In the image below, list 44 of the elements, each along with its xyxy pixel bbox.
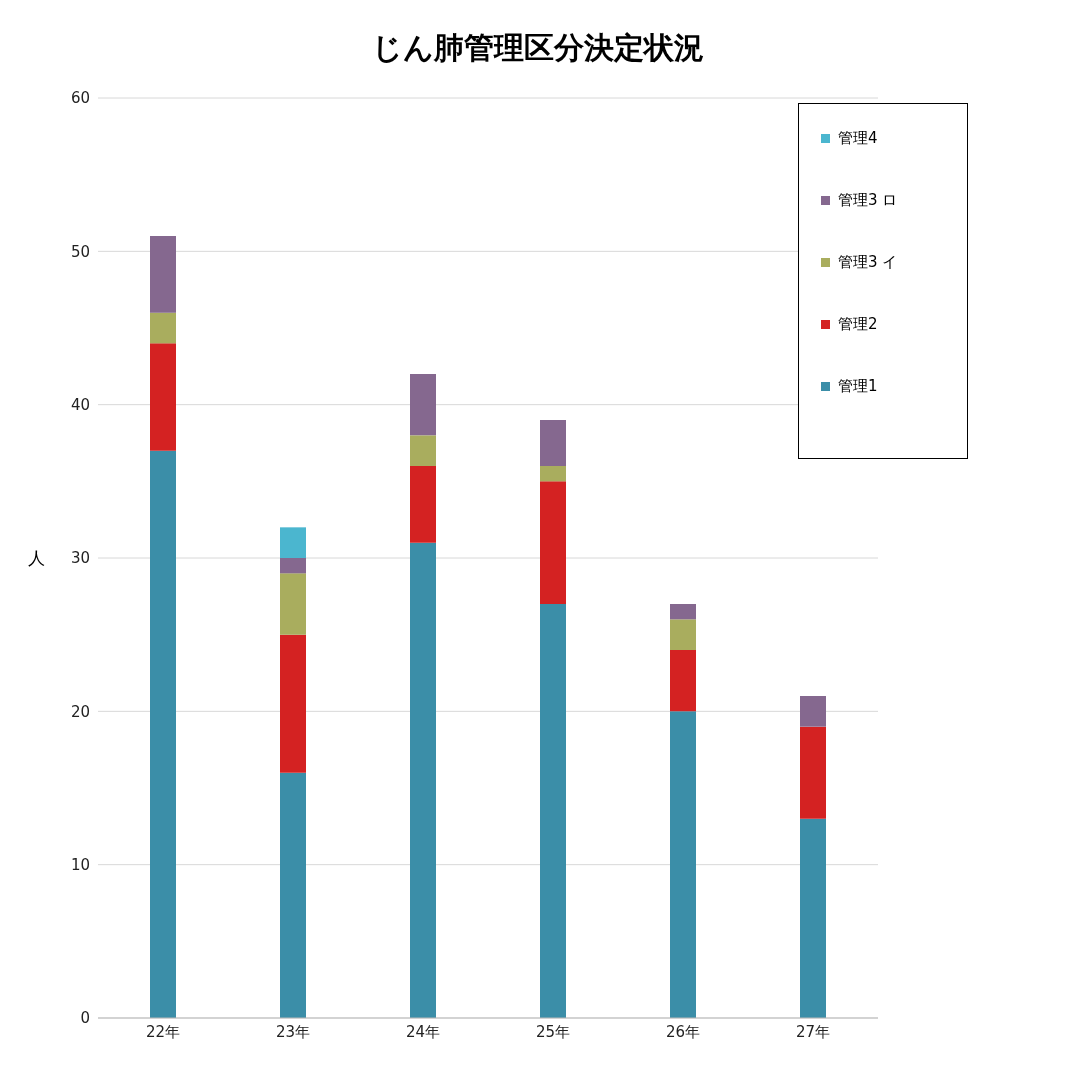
y-axis-title: 人 — [28, 548, 45, 569]
legend-label: 管理2 — [838, 314, 878, 334]
y-tick-label: 10 — [70, 855, 90, 874]
legend-label: 管理3 イ — [838, 252, 898, 272]
bar — [540, 481, 566, 604]
bar — [800, 726, 826, 819]
bar — [410, 466, 436, 543]
bar — [280, 527, 306, 558]
y-tick-label: 20 — [70, 702, 90, 721]
x-tick-label: 24年 — [405, 1022, 441, 1041]
bar — [410, 435, 436, 466]
bar — [800, 696, 826, 727]
bar — [150, 450, 176, 1018]
legend-label: 管理3 ロ — [838, 190, 898, 210]
bar — [280, 573, 306, 635]
bar — [670, 711, 696, 1018]
bar — [670, 619, 696, 650]
bar — [280, 558, 306, 574]
bar — [410, 542, 436, 1018]
bar — [280, 772, 306, 1018]
bar — [150, 312, 176, 344]
bar — [280, 634, 306, 773]
bar — [670, 650, 696, 712]
legend-label: 管理1 — [838, 376, 878, 396]
y-tick-label: 50 — [70, 242, 90, 261]
y-tick-label: 0 — [80, 1009, 90, 1028]
x-tick-label: 26年 — [665, 1022, 701, 1041]
bar — [540, 420, 566, 466]
chart-title: じん肺管理区分決定状況 — [371, 29, 705, 67]
y-tick-label: 40 — [70, 395, 90, 414]
bar — [800, 818, 826, 1018]
bar — [150, 236, 176, 313]
legend-label: 管理4 — [838, 128, 878, 148]
bar — [540, 466, 566, 482]
x-tick-label: 27年 — [795, 1022, 831, 1041]
x-tick-label: 25年 — [535, 1022, 571, 1041]
bar — [670, 604, 696, 620]
bar — [540, 604, 566, 1018]
bar — [150, 343, 176, 451]
x-tick-label: 23年 — [275, 1022, 311, 1041]
y-tick-label: 60 — [70, 89, 90, 108]
y-tick-label: 30 — [70, 549, 90, 568]
bar — [410, 374, 436, 436]
x-tick-label: 22年 — [145, 1022, 181, 1041]
